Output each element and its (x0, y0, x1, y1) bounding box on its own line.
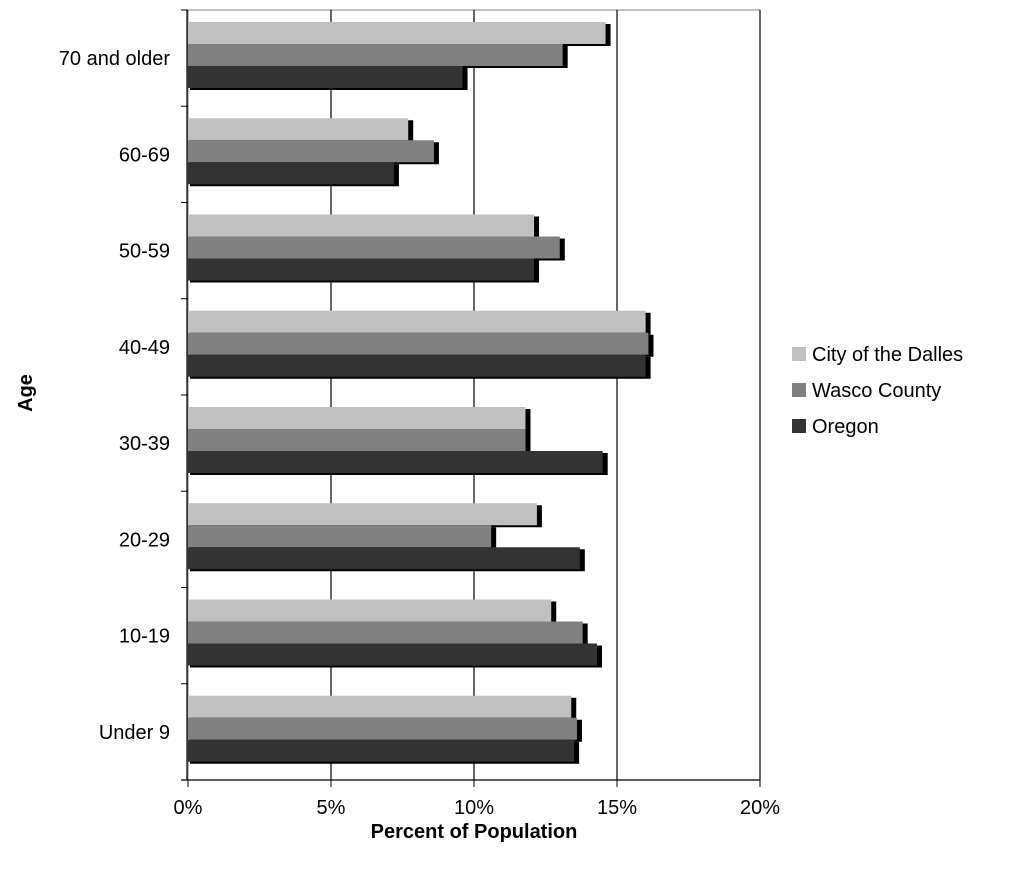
x-tick-label: 10% (454, 797, 494, 819)
bar (188, 22, 606, 44)
bar (188, 547, 580, 570)
bar (188, 310, 646, 333)
legend-label: Wasco County (812, 380, 941, 402)
bar (188, 643, 597, 666)
legend-label: Oregon (812, 416, 879, 438)
legend-swatch (792, 419, 806, 433)
bar (188, 140, 434, 163)
x-tick-label: 5% (317, 797, 346, 819)
legend-label: City of the Dalles (812, 344, 963, 366)
bar (188, 354, 646, 377)
bar (188, 429, 526, 451)
bar (188, 236, 560, 259)
bar (188, 332, 649, 355)
y-tick-label: 50-59 (119, 241, 170, 263)
bar (188, 44, 563, 66)
y-tick-label: Under 9 (99, 722, 170, 744)
bar (188, 621, 583, 644)
bar (188, 162, 394, 185)
y-axis-title: Age (15, 374, 37, 412)
x-tick-label: 15% (597, 797, 637, 819)
y-tick-label: 40-49 (119, 337, 170, 359)
bar (188, 695, 572, 718)
bar (188, 503, 537, 526)
bar (188, 407, 526, 429)
bar (188, 118, 409, 141)
y-tick-label: 10-19 (119, 626, 170, 648)
bar (188, 66, 463, 88)
legend-swatch (792, 383, 806, 397)
bar (188, 214, 535, 237)
bar (188, 451, 603, 473)
bar (188, 525, 492, 548)
bar (188, 739, 575, 762)
bar (188, 258, 535, 281)
y-tick-label: 20-29 (119, 529, 170, 551)
x-tick-label: 0% (174, 797, 203, 819)
bar (188, 717, 577, 740)
bar (188, 599, 552, 622)
x-tick-label: 20% (740, 797, 780, 819)
legend-swatch (792, 347, 806, 361)
x-axis-title: Percent of Population (371, 821, 578, 843)
y-tick-label: 60-69 (119, 144, 170, 166)
y-tick-label: 70 and older (59, 48, 171, 70)
y-tick-label: 30-39 (119, 433, 170, 455)
